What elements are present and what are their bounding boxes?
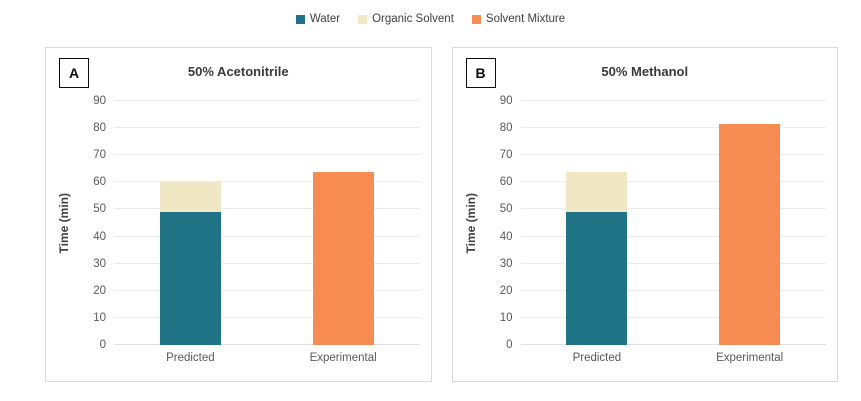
gridline — [114, 154, 420, 156]
gridline — [114, 208, 420, 210]
bar-segment-organic-solvent — [566, 172, 628, 213]
y-tick-label: 90 — [499, 95, 513, 107]
bar-segment-water — [566, 212, 628, 345]
y-tick-label: 40 — [499, 230, 513, 243]
y-tick-label: 60 — [93, 176, 106, 189]
x-labels: Predicted Experimental — [521, 352, 827, 364]
y-tick-label: 20 — [93, 284, 106, 297]
x-axis-line — [114, 344, 420, 345]
y-tick-label: 10 — [499, 311, 513, 324]
y-tick-label: 90 — [93, 95, 106, 107]
x-axis-line — [520, 344, 826, 345]
legend-item-water: Water — [295, 13, 341, 25]
bar-predicted — [159, 101, 221, 345]
bar-column-predicted — [114, 101, 267, 345]
panel-a-title: 50% Acetonitrile — [187, 64, 289, 79]
legend-item-solvent-mixture: Solvent Mixture — [471, 13, 566, 25]
gridline — [520, 208, 826, 210]
panel-b: B 50% Methanol Time (min) 0 10 20 30 40 50 60 7… — [451, 47, 838, 382]
panel-b-label-box: B — [465, 58, 496, 88]
y-ticks: 0 10 20 30 40 50 60 70 80 90 — [453, 95, 513, 351]
gridline — [114, 181, 420, 183]
y-ticks: 0 10 20 30 40 50 60 70 80 90 — [46, 95, 106, 351]
bar-experimental — [312, 101, 374, 345]
panels-row: A 50% Acetonitrile Time (min) 0 10 20 30 40 5… — [45, 47, 838, 382]
y-tick-label: 60 — [499, 176, 513, 189]
gridline — [114, 235, 420, 237]
y-tick-label: 20 — [499, 284, 513, 297]
bar-predicted — [566, 101, 628, 345]
legend-label: Solvent Mixture — [485, 13, 566, 25]
bar-segment-solvent-mixture — [312, 171, 374, 345]
legend-swatch-organic-solvent — [358, 14, 368, 24]
bar-segment-organic-solvent — [159, 182, 221, 213]
legend-label: Water — [309, 13, 341, 25]
bar-column-experimental — [267, 101, 420, 345]
legend-swatch-solvent-mixture — [471, 14, 481, 24]
y-tick-label: 30 — [499, 257, 513, 270]
x-category-label-experimental: Experimental — [309, 352, 377, 364]
legend-swatch-water — [295, 14, 305, 24]
x-category-label-predicted: Predicted — [572, 352, 622, 364]
gridline — [520, 262, 826, 264]
gridline — [520, 235, 826, 237]
x-category-label-experimental: Experimental — [716, 352, 784, 364]
panel-b-label: B — [475, 65, 486, 81]
gridline — [520, 154, 826, 156]
bar-experimental — [719, 101, 781, 345]
y-tick-label: 40 — [93, 230, 106, 243]
y-tick-label: 70 — [499, 149, 513, 162]
chart-legend: Water Organic Solvent Solvent Mixture — [0, 13, 861, 25]
y-tick-label: 70 — [93, 149, 106, 162]
y-tick-label: 80 — [499, 122, 513, 135]
panel-a-chart: Time (min) 0 10 20 30 40 50 60 70 80 90 Predicted… — [46, 92, 431, 381]
bar-column-predicted — [521, 101, 674, 345]
gridline — [114, 262, 420, 264]
legend-item-organic-solvent: Organic Solvent — [358, 13, 454, 25]
bar-column-experimental — [673, 101, 826, 345]
gridline — [520, 289, 826, 291]
y-tick-label: 10 — [93, 311, 106, 324]
gridline — [520, 181, 826, 183]
y-tick-label: 80 — [93, 122, 106, 135]
bar-segment-solvent-mixture — [719, 124, 781, 345]
x-labels: Predicted Experimental — [114, 352, 420, 364]
gridline — [520, 100, 826, 101]
y-tick-label: 30 — [93, 257, 106, 270]
gridline — [520, 127, 826, 129]
panel-a-label: A — [68, 65, 80, 81]
x-category-label-predicted: Predicted — [166, 352, 215, 364]
bar-segment-water — [159, 212, 221, 345]
gridline — [520, 316, 826, 318]
categories — [521, 101, 827, 345]
plot-area — [114, 100, 420, 345]
categories — [114, 101, 420, 345]
gridline — [114, 316, 420, 318]
panel-b-chart: Time (min) 0 10 20 30 40 50 60 70 80 90 Predicted… — [453, 92, 838, 381]
panel-a: A 50% Acetonitrile Time (min) 0 10 20 30 40 5… — [45, 47, 432, 382]
y-tick-label: 50 — [499, 203, 513, 216]
gridline — [114, 127, 420, 129]
y-tick-label: 0 — [506, 339, 513, 351]
plot-area — [520, 100, 827, 345]
y-tick-label: 0 — [99, 339, 106, 351]
gridline — [114, 100, 420, 101]
panel-b-title: 50% Methanol — [601, 64, 689, 79]
panel-a-label-box: A — [59, 58, 89, 88]
legend-label: Organic Solvent — [372, 13, 454, 25]
gridline — [114, 289, 420, 291]
y-tick-label: 50 — [93, 203, 106, 216]
